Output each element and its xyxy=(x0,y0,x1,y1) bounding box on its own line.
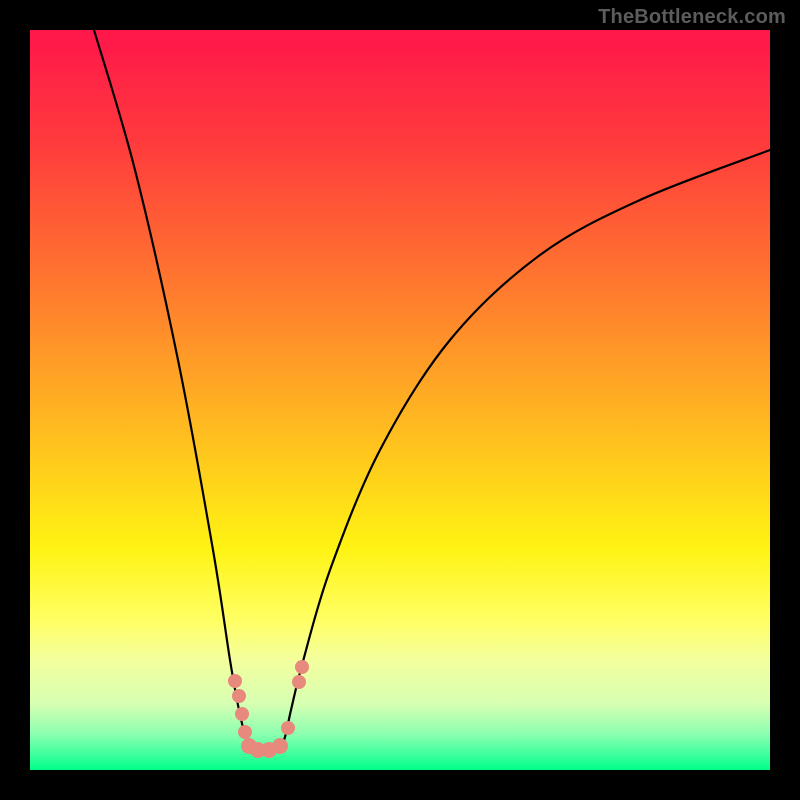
marker-dot xyxy=(232,689,246,703)
marker-dot xyxy=(272,738,288,754)
marker-dot xyxy=(295,660,309,674)
marker-dot xyxy=(292,675,306,689)
marker-dot xyxy=(238,725,252,739)
marker-dot xyxy=(228,674,242,688)
outer-frame: TheBottleneck.com xyxy=(0,0,800,800)
marker-dot xyxy=(281,721,295,735)
plot-area xyxy=(30,30,770,770)
marker-dot xyxy=(235,707,249,721)
watermark-text: TheBottleneck.com xyxy=(598,6,786,29)
marker-layer xyxy=(30,30,770,770)
